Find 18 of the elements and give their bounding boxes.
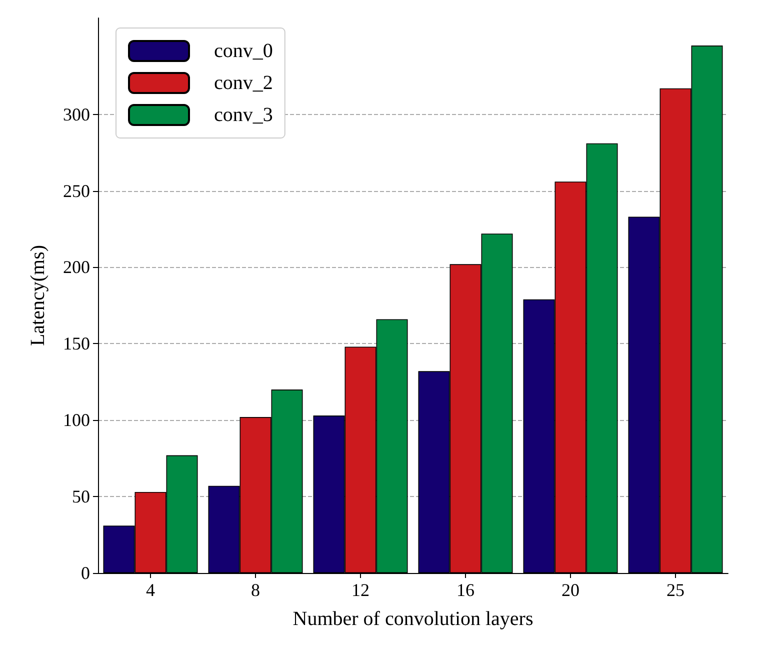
x-axis-title: Number of convolution layers xyxy=(292,608,534,630)
x-tick-label: 16 xyxy=(456,580,474,600)
legend-label: conv_3 xyxy=(214,104,273,126)
legend-label: conv_2 xyxy=(214,72,273,94)
legend-label: conv_0 xyxy=(214,40,273,62)
y-tick-label: 150 xyxy=(63,334,90,354)
y-tick-label: 100 xyxy=(63,410,90,430)
y-axis-title: Latency(ms) xyxy=(27,244,49,346)
y-tick-label: 250 xyxy=(63,180,90,201)
x-tick-label: 20 xyxy=(562,580,580,600)
y-tick-label: 0 xyxy=(81,563,90,583)
x-tick-label: 8 xyxy=(251,580,260,600)
y-tick-label: 50 xyxy=(72,486,90,507)
y-tick-label: 200 xyxy=(63,257,90,278)
x-tick-label: 25 xyxy=(666,580,684,600)
y-tick-label: 300 xyxy=(63,104,90,124)
x-tick-label: 12 xyxy=(352,580,370,600)
x-tick-label: 4 xyxy=(146,580,155,600)
